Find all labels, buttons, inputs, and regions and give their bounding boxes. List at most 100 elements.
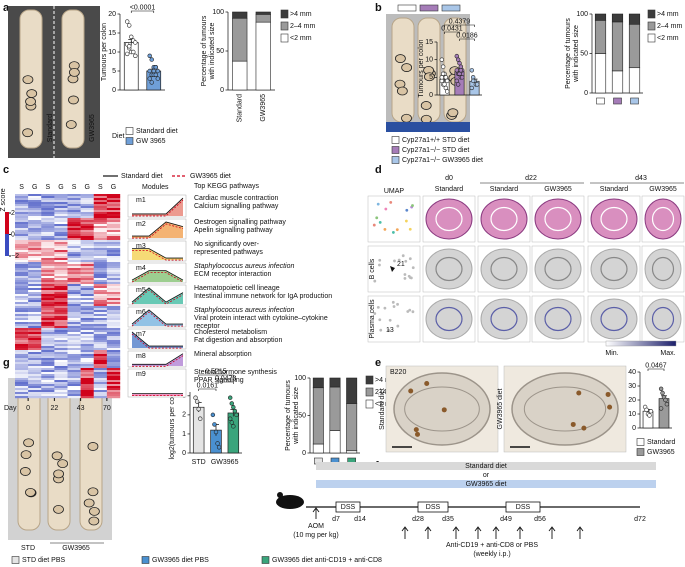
heatmap-cell (28, 326, 42, 329)
heatmap-cell (67, 308, 81, 311)
heatmap-cell (41, 312, 55, 315)
heatmap-cell (67, 292, 81, 295)
heatmap-cell (106, 336, 121, 339)
heatmap-cell (28, 316, 42, 319)
legend-label: Standard diet (121, 173, 163, 180)
heatmap-cell (106, 288, 121, 291)
zscore-label: Z score (0, 188, 7, 211)
panel-label: c (3, 164, 9, 176)
heatmap-cell (67, 374, 81, 377)
heatmap-cell (67, 204, 81, 207)
heatmap-cell (54, 298, 68, 301)
heatmap-cell (15, 380, 29, 383)
heatmap-cell (106, 290, 121, 293)
heatmap-cell (54, 282, 68, 285)
zscore-bar-lo (5, 234, 9, 256)
heatmap-cell (93, 216, 108, 219)
data-point (455, 57, 461, 62)
heatmap-cell (28, 312, 42, 315)
umap-dot (408, 257, 412, 261)
heatmap-cell (106, 302, 121, 305)
heatmap-cell (106, 232, 121, 235)
heatmap-cell (80, 334, 94, 337)
heatmap-cell (93, 370, 108, 373)
heatmap-cell (54, 388, 68, 391)
heatmap-cell (67, 242, 81, 245)
heatmap-cell (54, 290, 68, 293)
heatmap-cell (93, 352, 108, 355)
heatmap-cell (106, 324, 121, 327)
heatmap-cell (106, 330, 121, 333)
tumour (68, 95, 79, 105)
heatmap-cell (15, 300, 29, 303)
legend-label: Cyp27a1+/+ STD diet (402, 137, 469, 144)
data-point (454, 78, 459, 84)
subcolumn-label: Standard (600, 186, 629, 193)
heatmap-cell (28, 310, 42, 313)
heatmap-cell (54, 284, 68, 287)
column-label: d43 (635, 175, 647, 182)
heatmap-cell (28, 344, 42, 347)
heatmap-cell (15, 238, 29, 241)
module-trend (131, 311, 183, 327)
umap-dot (389, 200, 393, 204)
photo-label: Standard (47, 114, 54, 143)
heatmap-cell (15, 396, 29, 399)
y-tick-label: 2 (182, 412, 186, 419)
heatmap-cell (54, 268, 68, 271)
y-axis-label: Percentage of tumours (565, 18, 572, 89)
heatmap-cell (93, 290, 108, 293)
heatmap-cell (106, 268, 121, 271)
heatmap-cell (15, 276, 29, 279)
bar-segment (312, 387, 324, 445)
data-point (458, 64, 464, 69)
heatmap-cell (80, 300, 94, 303)
heatmap-cell (28, 238, 42, 241)
heatmap-cell (15, 384, 29, 387)
heatmap-cell (54, 302, 68, 305)
heatmap-cell (67, 394, 81, 397)
heatmap-cell (106, 368, 121, 371)
legend-label: GW 3965 (136, 138, 166, 145)
heatmap-cell (80, 240, 94, 243)
panel-label: d (375, 164, 382, 176)
p-value: 0.0431 (441, 25, 463, 32)
data-point (196, 406, 201, 412)
heatmap-cell (15, 354, 29, 357)
heatmap-cell (54, 242, 68, 245)
heatmap-cell (41, 396, 55, 399)
heatmap-cell (106, 228, 121, 231)
heatmap-cell (67, 294, 81, 297)
heatmap-cell (67, 198, 81, 201)
bar-segment (628, 23, 641, 69)
heatmap-cell (93, 328, 108, 331)
heatmap-cell (93, 340, 108, 343)
bar-segment (329, 430, 341, 454)
heatmap-cell (93, 196, 108, 199)
heatmap-cell (28, 272, 42, 275)
umap-dot (405, 208, 409, 212)
y-tick-label: 0 (182, 450, 186, 457)
heatmap-cell (67, 212, 81, 215)
heatmap-cell (93, 226, 108, 229)
heatmap-cell (106, 318, 121, 321)
tissue-inner (490, 206, 518, 232)
heatmap-cell (106, 376, 121, 379)
treatment-arrow (492, 526, 500, 539)
heatmap-cell (93, 374, 108, 377)
heatmap-cell (54, 354, 68, 357)
pathway: ECM receptor interaction (194, 271, 272, 278)
data-point (440, 71, 446, 77)
heatmap-cell (80, 272, 94, 275)
legend-label: Standard diet (136, 128, 178, 135)
heatmap-cell (106, 312, 121, 315)
significance-bracket (444, 24, 475, 27)
heatmap-cell (41, 218, 55, 221)
heatmap-cell (93, 218, 108, 221)
heatmap-cell (54, 328, 68, 331)
heatmap-cell (67, 346, 81, 349)
zscore-tick-label: 2 (11, 210, 15, 217)
data-point (457, 60, 462, 66)
heatmap-cell (54, 212, 68, 215)
heatmap-cell (80, 226, 94, 229)
